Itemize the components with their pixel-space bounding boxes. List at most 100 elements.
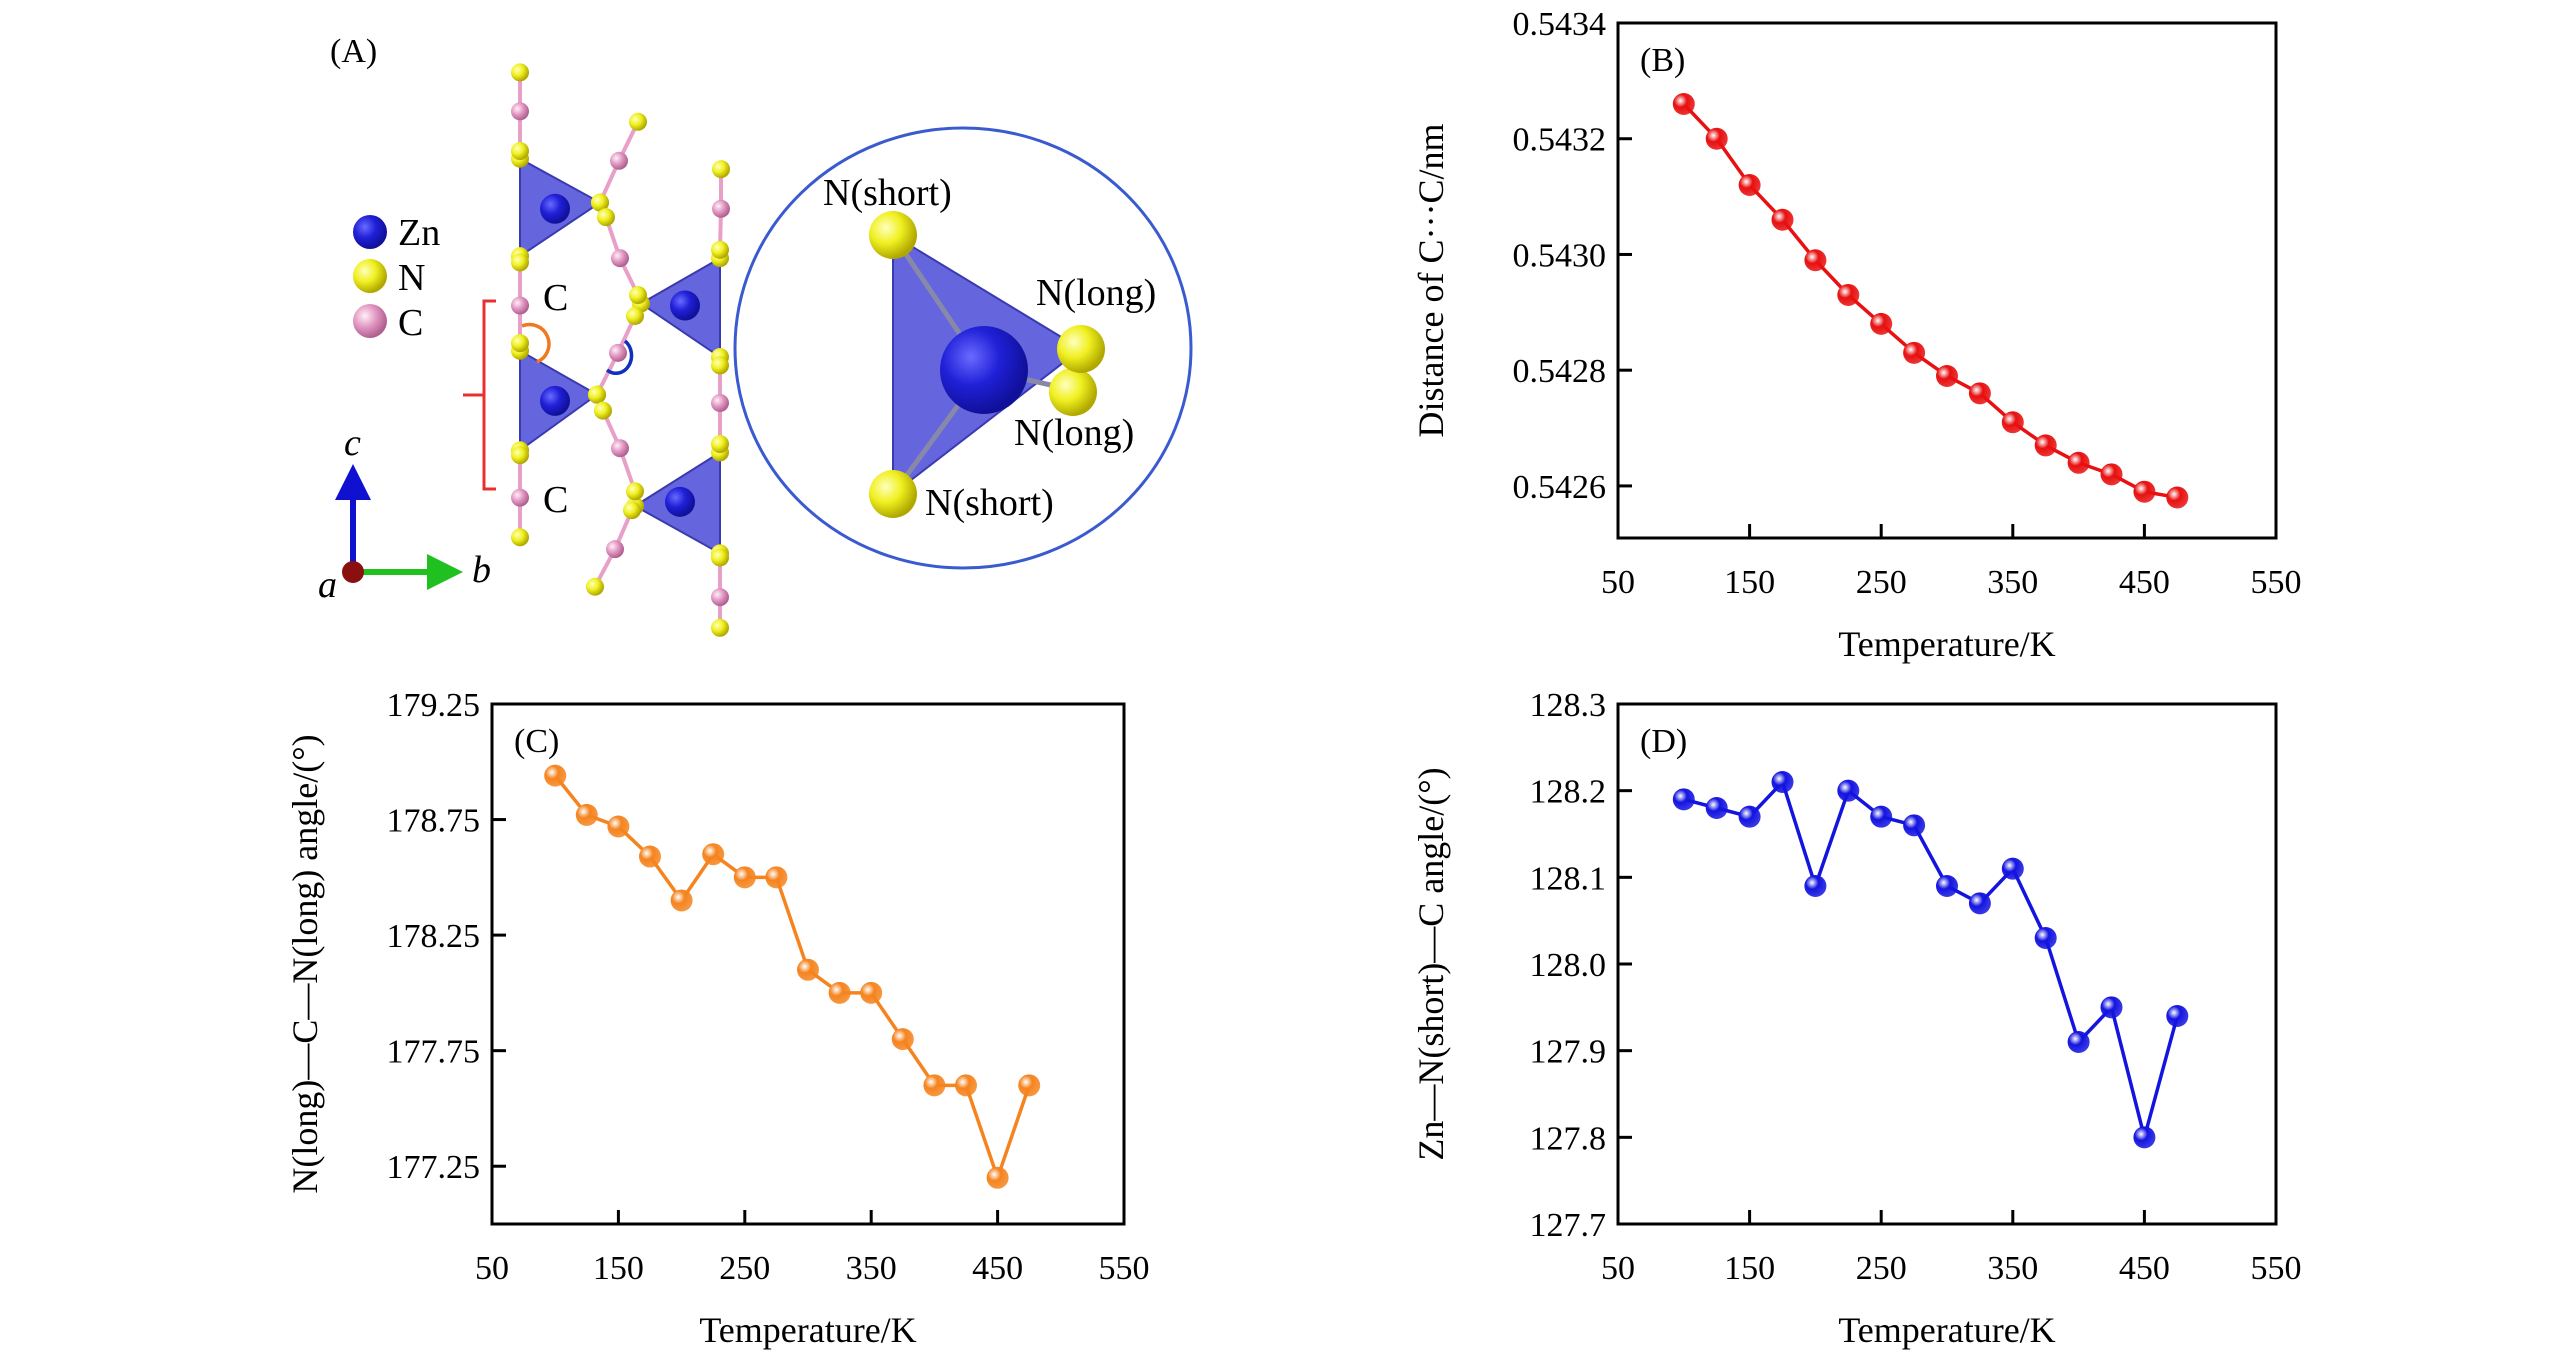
c-atom — [712, 199, 730, 218]
data-point — [765, 866, 788, 889]
data-point — [1738, 174, 1761, 197]
data-point — [2067, 1031, 2090, 1053]
plot-frame — [1616, 21, 2278, 540]
c-atom — [511, 102, 529, 121]
y-tick-label: 127.7 — [1530, 1207, 1607, 1244]
data-point — [670, 889, 693, 912]
n-atom — [711, 618, 729, 637]
series-line-segment — [2142, 1015, 2179, 1138]
n-atom — [511, 63, 529, 82]
y-tick-label: 128.0 — [1530, 947, 1607, 984]
series-line-segment — [995, 1084, 1031, 1179]
axis-label-b: b — [472, 549, 491, 591]
n-atom — [511, 334, 529, 353]
data-point — [891, 1028, 914, 1051]
zn-atom — [540, 193, 570, 224]
inset-n-long-atom — [1049, 368, 1097, 416]
n-atom — [511, 253, 529, 272]
data-point — [2166, 486, 2189, 509]
y-tick-label: 0.5428 — [1513, 353, 1607, 390]
legend-zn-label: Zn — [398, 212, 440, 254]
n-atom — [511, 446, 529, 465]
y-tick-label: 177.25 — [387, 1149, 481, 1186]
panel-label-d: (D) — [1640, 723, 1687, 760]
data-point — [2100, 996, 2123, 1019]
zn-atom — [670, 290, 700, 321]
y-tick-label: 128.2 — [1530, 774, 1607, 811]
x-tick-label: 350 — [1987, 564, 2038, 601]
data-point — [1968, 892, 1991, 915]
chart-panel-b: 50 150 250 350 450 550 0.5426 0.5428 0.5430 0.543… — [1411, 6, 2302, 664]
y-tick-label: 179.25 — [387, 687, 481, 724]
n-atom — [629, 112, 647, 131]
x-tick-label: 50 — [475, 1250, 509, 1287]
data-point — [2034, 434, 2057, 457]
data-point — [639, 845, 661, 868]
n-atom — [511, 528, 529, 547]
x-tick-label: 150 — [1724, 564, 1775, 601]
legend-c-label: C — [398, 302, 423, 344]
y-tick-label: 0.5432 — [1513, 122, 1607, 159]
x-tick-label: 550 — [1099, 1250, 1150, 1287]
y-axis-title: Zn—N(short)—C angle/(°) — [1411, 767, 1451, 1160]
x-tick-label: 550 — [2251, 564, 2302, 601]
c-atom — [511, 488, 529, 507]
data-point — [1018, 1074, 1041, 1097]
charts: 50 150 250 350 450 550 0.5426 0.5428 0.5430 0.543… — [285, 6, 2302, 1350]
chain-label-c-2: C — [543, 479, 568, 521]
inset-tetrahedron: N(short) N(long) N(long) N(short) — [733, 126, 1193, 570]
inset-label-n-long-upper: N(long) — [1036, 272, 1156, 314]
legend-c-marker — [353, 304, 387, 338]
x-tick-label: 450 — [2119, 564, 2170, 601]
axis-triad: c b a — [318, 422, 491, 606]
series-line-segment — [964, 1084, 1000, 1179]
inset-n-short-atom — [869, 470, 917, 518]
data-point — [828, 981, 851, 1004]
x-axis-title: Temperature/K — [699, 1310, 916, 1350]
x-tick-label: 150 — [593, 1250, 644, 1287]
a-axis-dot — [342, 561, 364, 583]
x-tick-label: 350 — [1987, 1250, 2038, 1287]
data-point — [2034, 927, 2057, 949]
inset-n-short-atom — [869, 211, 917, 259]
series-line-segment — [774, 876, 810, 971]
x-tick-label: 550 — [2251, 1250, 2302, 1287]
series-line-segment — [1912, 824, 1949, 887]
panel-a-structure: (A) Zn N C C C c b a — [318, 33, 1193, 637]
x-tick-label: 250 — [1856, 564, 1907, 601]
chart-panel-d: 50 150 250 350 450 550 127.7 127.8 127.9 128.0 128… — [1411, 687, 2302, 1350]
c-atom — [711, 588, 729, 607]
inset-label-n-short-top: N(short) — [823, 172, 952, 214]
n-atom — [711, 548, 729, 567]
y-tick-label: 128.3 — [1530, 687, 1607, 724]
x-axis-title: Temperature/K — [1838, 624, 2055, 664]
panel-label-b: (B) — [1640, 42, 1685, 79]
c-atom — [609, 343, 627, 362]
c-atom — [511, 296, 529, 315]
data-point — [1672, 788, 1695, 811]
data-point — [986, 1166, 1009, 1189]
data-point — [2133, 480, 2156, 503]
c-atom — [606, 540, 624, 559]
data-point — [1903, 814, 1926, 837]
series-line-segment — [2109, 1006, 2147, 1138]
y-tick-label: 127.9 — [1530, 1034, 1607, 1071]
data-point — [1804, 875, 1827, 897]
data-point — [544, 764, 567, 787]
data-point — [733, 866, 756, 889]
axis-label-c: c — [344, 422, 361, 464]
x-tick-label: 350 — [846, 1250, 897, 1287]
plot-frame — [490, 702, 1126, 1226]
n-atom — [586, 577, 604, 596]
element-legend: Zn N C — [353, 212, 440, 344]
x-tick-label: 450 — [2119, 1250, 2170, 1287]
data-point — [1870, 312, 1893, 335]
c-atom — [611, 249, 629, 268]
x-tick-label: 150 — [1724, 1250, 1775, 1287]
c-atom — [610, 151, 628, 170]
y-tick-label: 0.5430 — [1513, 237, 1607, 274]
inset-zn-atom — [940, 326, 1028, 414]
data-point — [1705, 127, 1728, 150]
data-point — [607, 815, 630, 838]
data-point — [1771, 208, 1794, 231]
